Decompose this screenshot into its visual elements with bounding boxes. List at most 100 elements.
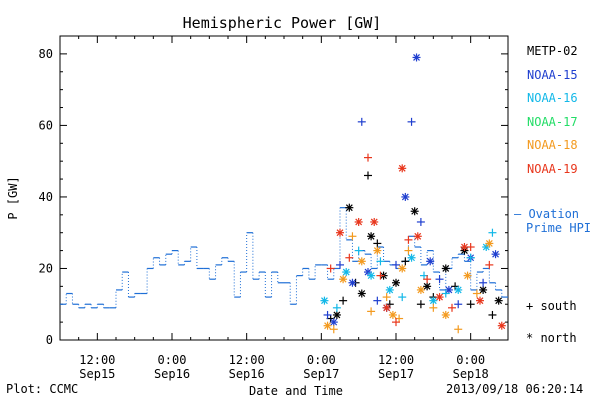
data-point — [441, 310, 450, 319]
data-point — [488, 228, 497, 237]
data-point — [413, 232, 422, 241]
data-point — [382, 293, 391, 302]
data-point — [392, 318, 400, 327]
data-point — [398, 293, 407, 302]
data-point — [410, 207, 419, 216]
data-point — [373, 296, 382, 305]
data-point — [466, 253, 475, 262]
data-point — [454, 325, 463, 334]
x-tick-label-time: 12:00 — [229, 353, 265, 367]
data-point — [320, 296, 329, 305]
plot-credit: Plot: CCMC — [6, 382, 79, 396]
data-point — [479, 278, 488, 287]
data-point — [336, 228, 344, 237]
data-point — [429, 296, 438, 305]
data-point — [448, 303, 456, 312]
legend-entry: NOAA-17 — [527, 114, 578, 129]
data-point — [364, 171, 372, 180]
data-point — [345, 203, 354, 212]
data-point — [429, 303, 438, 312]
data-point — [329, 325, 338, 334]
data-point — [373, 246, 382, 255]
data-point — [323, 321, 332, 330]
data-point — [454, 300, 463, 309]
data-point — [441, 289, 450, 298]
data-point — [370, 217, 379, 226]
data-point — [423, 275, 432, 284]
data-point — [416, 217, 425, 226]
x-tick-label-time: 0:00 — [456, 353, 485, 367]
data-point — [364, 153, 372, 162]
data-point — [376, 271, 385, 280]
data-point — [497, 321, 506, 330]
data-point — [404, 235, 413, 244]
data-point — [326, 264, 335, 273]
data-point — [488, 310, 497, 319]
data-point — [401, 257, 410, 266]
x-tick-label-time: 12:00 — [378, 353, 414, 367]
data-point — [392, 260, 400, 269]
data-point — [382, 303, 391, 312]
data-point — [388, 310, 397, 319]
legend-entry: NOAA-19 — [527, 162, 578, 176]
data-point — [357, 289, 366, 298]
data-point — [336, 260, 344, 269]
legend-entry: NOAA-15 — [527, 67, 578, 82]
marker-legend-south: + south — [526, 299, 577, 313]
data-point — [494, 296, 503, 305]
x-axis-label: Date and Time — [249, 384, 343, 398]
data-point — [479, 285, 488, 294]
data-point — [416, 300, 425, 309]
ovation-legend-line2: Prime HPI — [526, 221, 592, 235]
data-point — [491, 250, 500, 259]
x-tick-label-time: 0:00 — [307, 353, 336, 367]
data-point — [339, 275, 348, 284]
legend-entry: NOAA-16 — [527, 91, 578, 106]
data-point — [345, 253, 354, 262]
data-point — [404, 246, 413, 255]
data-point — [398, 264, 407, 273]
data-point — [357, 257, 366, 266]
data-point — [466, 300, 475, 309]
data-point — [357, 117, 366, 126]
x-tick-label-date: Sep16 — [154, 367, 190, 381]
x-tick-label-date: Sep16 — [229, 367, 265, 381]
y-tick-label: 20 — [39, 261, 53, 275]
data-point — [373, 239, 382, 248]
data-point — [332, 310, 341, 319]
data-point — [385, 285, 394, 294]
data-point — [367, 232, 376, 241]
ovation-legend-line1: — Ovation — [514, 207, 580, 221]
y-axis-label: P [GW] — [6, 176, 20, 219]
x-tick-label-date: Sep18 — [453, 367, 489, 381]
plot-timestamp: 2013/09/18 06:20:14 — [446, 382, 584, 396]
data-point — [412, 53, 421, 62]
data-point — [435, 275, 444, 284]
chart-title: Hemispheric Power [GW] — [183, 14, 382, 32]
data-point — [392, 278, 400, 287]
marker-legend-north: * north — [526, 331, 577, 345]
data-point — [435, 293, 444, 302]
data-point — [407, 117, 416, 126]
data-point — [348, 278, 357, 287]
data-point — [454, 285, 463, 294]
data-point — [485, 239, 494, 248]
data-point — [354, 246, 363, 255]
x-tick-label-date: Sep15 — [79, 367, 115, 381]
data-point — [354, 217, 363, 226]
data-point — [323, 310, 332, 319]
data-point — [476, 296, 484, 305]
y-tick-label: 40 — [39, 190, 53, 204]
y-tick-label: 60 — [39, 118, 53, 132]
data-point — [472, 289, 481, 298]
data-point — [342, 268, 351, 277]
y-tick-label: 80 — [39, 47, 53, 61]
data-point — [332, 303, 341, 312]
legend-entry: METP-02 — [527, 44, 578, 58]
x-tick-label-time: 12:00 — [79, 353, 115, 367]
data-point — [367, 307, 376, 316]
plot-frame — [59, 35, 509, 341]
x-tick-label-time: 0:00 — [158, 353, 187, 367]
legend-entry: NOAA-18 — [527, 138, 578, 153]
